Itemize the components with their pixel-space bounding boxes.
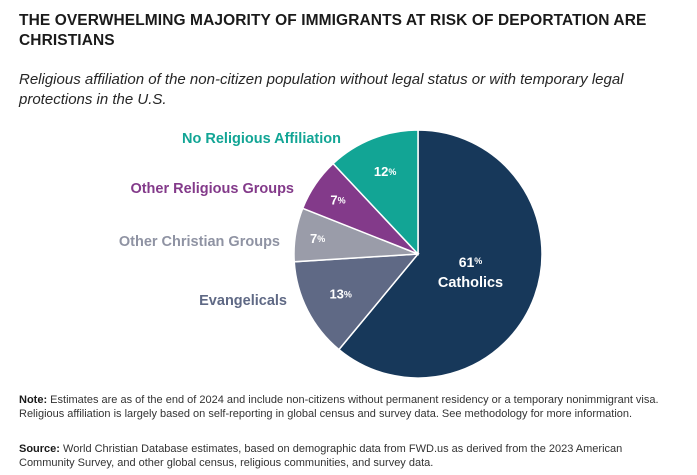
pie-category-label: Other Religious Groups [130,181,294,197]
pie-value-label: 12% [374,164,396,179]
pie-category-label: Evangelicals [199,293,287,309]
pie-slice-catholics [337,129,543,379]
pie-slices [293,129,543,379]
pie-category-label: No Religious Affiliation [182,131,341,147]
pie-category-label: Catholics [438,275,503,291]
pie-category-label: Other Christian Groups [119,234,280,250]
pie-chart: 61% Catholics 13% Evangelicals 7% Other Chris… [119,129,543,379]
source-text: World Christian Database estimates, base… [19,443,623,469]
pie-value-label: 7% [310,231,325,246]
pie-slice-evangelicals [293,253,420,351]
chart-subtitle: Religious affiliation of the non-citizen… [19,71,624,108]
note-text: Estimates are as of the end of 2024 and … [19,394,659,420]
chart-title: THE OVERWHELMING MAJORITY OF IMMIGRANTS … [19,12,647,49]
pie-labels: 61% Catholics 13% Evangelicals 7% Other Chris… [119,131,503,309]
chart-source: Source: World Christian Database estimat… [19,442,679,470]
pie-value-label: 61% [459,254,483,270]
pie-value-label: 7% [330,193,345,208]
pie-slice-no-religious-affiliation [332,129,419,256]
note-label: Note: [19,394,48,406]
chart-note: Note: Estimates are as of the end of 202… [19,393,679,421]
pie-value-label: 13% [329,286,351,301]
source-label: Source: [19,443,60,455]
